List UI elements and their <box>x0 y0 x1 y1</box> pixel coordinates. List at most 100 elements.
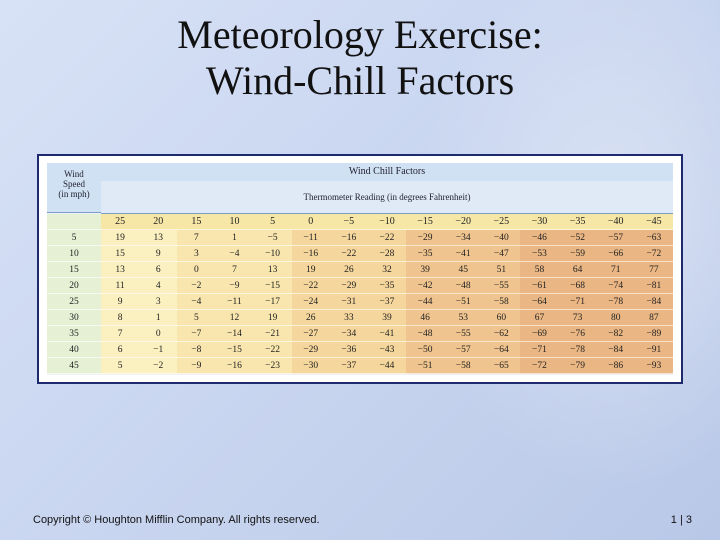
wind-chill-cell: 3 <box>139 293 178 310</box>
wind-chill-cell: −9 <box>215 277 254 294</box>
wind-speed-cell: 45 <box>47 357 101 374</box>
wind-chill-cell: −10 <box>253 245 292 262</box>
wind-chill-cell: −71 <box>558 293 597 310</box>
wind-chill-cell: 9 <box>139 245 178 262</box>
wind-chill-cell: −4 <box>215 245 254 262</box>
wind-chill-cell: −57 <box>444 341 483 358</box>
wind-speed-cell: 5 <box>47 229 101 246</box>
wind-chill-cell: 80 <box>596 309 635 326</box>
wind-chill-cell: −23 <box>253 357 292 374</box>
wind-chill-cell: 3 <box>177 245 216 262</box>
wind-chill-cell: −72 <box>634 245 673 262</box>
wind-chill-cell: 15 <box>101 245 140 262</box>
temperature-cell: 20 <box>139 214 178 230</box>
wind-chill-cell: −52 <box>558 229 597 246</box>
wind-chill-cell: −11 <box>291 229 330 246</box>
wind-chill-cell: 5 <box>177 309 216 326</box>
wind-chill-cell: −34 <box>444 229 483 246</box>
temperature-cell: −45 <box>634 214 673 230</box>
wind-chill-cell: −29 <box>291 341 330 358</box>
wind-chill-cell: −62 <box>482 325 521 342</box>
temperature-row: 25 20 15 10 5 0 −5 −10 −15 −20 −25 −30 −35 −40 −45 <box>47 214 673 230</box>
table-row: 15 13 6 0 7 13 19 26 32 39 45 51 58 64 71 77 <box>47 261 673 278</box>
wind-chill-cell: −42 <box>406 277 445 294</box>
wind-chill-cell: −58 <box>444 357 483 374</box>
wind-chill-cell: −37 <box>329 357 368 374</box>
wind-chill-cell: −14 <box>215 325 254 342</box>
wind-chill-cell: −50 <box>406 341 445 358</box>
wind-chill-cell: −5 <box>253 229 292 246</box>
wind-speed-cell: 40 <box>47 341 101 358</box>
temperature-header: Thermometer Reading (in degrees Fahrenhe… <box>101 181 673 214</box>
wind-chill-cell: 0 <box>139 325 178 342</box>
wind-chill-cell: 9 <box>101 293 140 310</box>
wind-chill-cell: −44 <box>406 293 445 310</box>
wind-chill-cell: 87 <box>634 309 673 326</box>
wind-chill-cell: 13 <box>139 229 178 246</box>
wind-chill-cell: −66 <box>596 245 635 262</box>
wind-chill-cell: −68 <box>558 277 597 294</box>
wind-speed-cell: 35 <box>47 325 101 342</box>
wind-chill-cell: 4 <box>139 277 178 294</box>
wind-chill-cell: −47 <box>482 245 521 262</box>
wind-chill-cell: −27 <box>291 325 330 342</box>
slide-title: Meteorology Exercise: Wind-Chill Factors <box>0 12 720 104</box>
wind-chill-cell: 1 <box>215 229 254 246</box>
wind-chill-cell: −16 <box>291 245 330 262</box>
wind-chill-cell: −44 <box>367 357 406 374</box>
wind-chill-cell: 19 <box>291 261 330 278</box>
temperature-cell: −20 <box>444 214 483 230</box>
wind-chill-cell: −81 <box>634 277 673 294</box>
corner-cell <box>47 214 101 230</box>
wind-chill-cell: −91 <box>634 341 673 358</box>
temperature-cell: −15 <box>406 214 445 230</box>
wind-chill-cell: 19 <box>253 309 292 326</box>
wind-chill-cell: −2 <box>177 277 216 294</box>
wind-chill-cell: −55 <box>482 277 521 294</box>
wind-chill-cell: −16 <box>215 357 254 374</box>
temperature-cell: −5 <box>329 214 368 230</box>
wind-chill-cell: −78 <box>596 293 635 310</box>
table-row: 35 7 0 −7 −14 −21 −27 −34 −41 −48 −55 −62 −69 −76 −82−… <box>47 325 673 342</box>
wind-chill-cell: −86 <box>596 357 635 374</box>
wind-chill-cell: −58 <box>482 293 521 310</box>
title-line-1: Meteorology Exercise: <box>177 12 543 57</box>
wind-chill-cell: −57 <box>596 229 635 246</box>
wind-speed-cell: 15 <box>47 261 101 278</box>
wind-chill-table-frame: Wind Speed (in mph) Wind Chill Factors T… <box>37 154 683 384</box>
wind-chill-cell: 6 <box>101 341 140 358</box>
table-row: 40 6 −1 −8 −15 −22 −29 −36 −43 −50 −57 −64 −71 −78 −84… <box>47 341 673 358</box>
wind-chill-cell: 51 <box>482 261 521 278</box>
wind-chill-cell: 33 <box>329 309 368 326</box>
wind-chill-cell: −35 <box>367 277 406 294</box>
wind-chill-cell: −4 <box>177 293 216 310</box>
wind-speed-header: Wind Speed (in mph) <box>47 163 101 213</box>
wind-chill-cell: −64 <box>520 293 559 310</box>
wind-chill-cell: −82 <box>596 325 635 342</box>
wind-chill-cell: 60 <box>482 309 521 326</box>
wind-chill-cell: 6 <box>139 261 178 278</box>
wind-chill-cell: 8 <box>101 309 140 326</box>
wind-chill-cell: −65 <box>482 357 521 374</box>
table-row: 10 15 9 3 −4 −10 −16 −22 −28 −35 −41 −47 −53 −59 −66 −7… <box>47 245 673 262</box>
wind-chill-cell: −59 <box>558 245 597 262</box>
wind-chill-cell: −35 <box>406 245 445 262</box>
copyright-notice: Copyright © Houghton Mifflin Company. Al… <box>33 514 320 526</box>
wind-chill-cell: −11 <box>215 293 254 310</box>
wind-chill-table: Wind Speed (in mph) Wind Chill Factors T… <box>47 163 673 375</box>
wind-chill-cell: −51 <box>444 293 483 310</box>
wind-chill-cell: −21 <box>253 325 292 342</box>
wind-chill-cell: −17 <box>253 293 292 310</box>
wind-chill-cell: −29 <box>329 277 368 294</box>
temperature-cell: 0 <box>291 214 330 230</box>
temperature-cell: −10 <box>367 214 406 230</box>
wind-chill-cell: −7 <box>177 325 216 342</box>
wind-chill-cell: −28 <box>367 245 406 262</box>
wind-chill-cell: −29 <box>406 229 445 246</box>
wind-speed-cell: 25 <box>47 293 101 310</box>
wind-chill-cell: 11 <box>101 277 140 294</box>
temperature-cell: −30 <box>520 214 559 230</box>
wind-chill-cell: −16 <box>329 229 368 246</box>
wind-chill-cell: −9 <box>177 357 216 374</box>
wind-chill-cell: −89 <box>634 325 673 342</box>
